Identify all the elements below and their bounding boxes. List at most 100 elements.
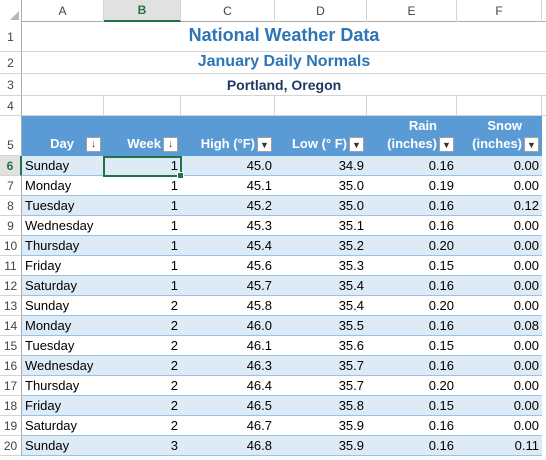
- table-cell[interactable]: 45.1: [246, 178, 272, 193]
- table-cell[interactable]: 0.16: [428, 418, 454, 433]
- table-cell[interactable]: 0.00: [513, 158, 539, 173]
- table-cell[interactable]: 0.19: [428, 178, 454, 193]
- table-cell[interactable]: 35.4: [338, 278, 364, 293]
- table-cell[interactable]: 0.15: [428, 258, 454, 273]
- table-header-cell[interactable]: Snow (inches) ▼: [457, 116, 542, 156]
- table-cell[interactable]: 35.6: [338, 338, 364, 353]
- row-header-13[interactable]: 13: [0, 296, 22, 316]
- column-header-c[interactable]: C: [181, 0, 275, 22]
- table-cell[interactable]: 1: [170, 278, 178, 293]
- table-header-cell[interactable]: Rain (inches) ▼: [367, 116, 457, 156]
- table-cell[interactable]: 45.2: [246, 198, 272, 213]
- table-cell[interactable]: 2: [170, 378, 178, 393]
- table-cell[interactable]: 0.08: [513, 318, 539, 333]
- table-cell[interactable]: 0.00: [513, 418, 539, 433]
- table-cell[interactable]: 46.8: [246, 438, 272, 453]
- row-header-12[interactable]: 12: [0, 276, 22, 296]
- table-cell[interactable]: Sunday: [25, 158, 70, 173]
- table-cell[interactable]: 0.00: [513, 378, 539, 393]
- table-cell[interactable]: 0.15: [428, 338, 454, 353]
- table-cell[interactable]: 0.15: [428, 398, 454, 413]
- table-cell[interactable]: 46.1: [246, 338, 272, 353]
- table-cell[interactable]: 1: [170, 258, 178, 273]
- filter-dropdown-icon[interactable]: ▼: [349, 137, 364, 152]
- column-header-d[interactable]: D: [275, 0, 367, 22]
- table-cell[interactable]: 35.2: [338, 238, 364, 253]
- row-header-17[interactable]: 17: [0, 376, 22, 396]
- table-cell[interactable]: 35.7: [338, 378, 364, 393]
- table-cell[interactable]: 35.9: [338, 418, 364, 433]
- table-cell[interactable]: Monday: [25, 318, 72, 333]
- table-cell[interactable]: 35.0: [338, 178, 364, 193]
- table-cell[interactable]: 2: [170, 298, 178, 313]
- table-cell[interactable]: 45.8: [246, 298, 272, 313]
- table-cell[interactable]: Thursday: [25, 238, 80, 253]
- row-header-11[interactable]: 11: [0, 256, 22, 276]
- table-cell[interactable]: 0.16: [428, 198, 454, 213]
- table-cell[interactable]: 45.6: [246, 258, 272, 273]
- table-cell[interactable]: Wednesday: [25, 218, 94, 233]
- table-cell[interactable]: 3: [170, 438, 178, 453]
- row-header-8[interactable]: 8: [0, 196, 22, 216]
- table-cell[interactable]: Tuesday: [25, 338, 75, 353]
- table-cell[interactable]: 0.00: [513, 338, 539, 353]
- table-header-cell[interactable]: Day ↓: [22, 116, 104, 156]
- filter-dropdown-icon[interactable]: ▼: [257, 137, 272, 152]
- table-cell[interactable]: 0.16: [428, 218, 454, 233]
- column-header-a[interactable]: A: [22, 0, 104, 22]
- row-header-9[interactable]: 9: [0, 216, 22, 236]
- table-cell[interactable]: 1: [170, 178, 178, 193]
- table-cell[interactable]: 0.00: [513, 278, 539, 293]
- row-header-18[interactable]: 18: [0, 396, 22, 416]
- table-cell[interactable]: 0.16: [428, 158, 454, 173]
- row-header-10[interactable]: 10: [0, 236, 22, 256]
- table-header-cell[interactable]: Low (° F) ▼: [275, 116, 367, 156]
- table-cell[interactable]: 0.16: [428, 358, 454, 373]
- table-cell[interactable]: 2: [170, 358, 178, 373]
- table-cell[interactable]: 0.00: [513, 178, 539, 193]
- table-cell[interactable]: 0.20: [428, 238, 454, 253]
- table-cell[interactable]: 45.0: [246, 158, 272, 173]
- table-cell[interactable]: 2: [170, 338, 178, 353]
- row-header-3[interactable]: 3: [0, 74, 22, 96]
- table-cell[interactable]: 1: [170, 218, 178, 233]
- table-cell[interactable]: 0.00: [513, 398, 539, 413]
- column-header-f[interactable]: F: [457, 0, 542, 22]
- table-cell[interactable]: Thursday: [25, 378, 80, 393]
- table-cell[interactable]: 0.16: [428, 318, 454, 333]
- table-cell[interactable]: 0.20: [428, 378, 454, 393]
- table-cell[interactable]: 0.12: [513, 198, 539, 213]
- table-cell[interactable]: 46.3: [246, 358, 272, 373]
- table-cell[interactable]: 46.4: [246, 378, 272, 393]
- table-cell[interactable]: Friday: [25, 398, 62, 413]
- table-cell[interactable]: Monday: [25, 178, 72, 193]
- table-cell[interactable]: 46.7: [246, 418, 272, 433]
- table-cell[interactable]: 1: [170, 198, 178, 213]
- table-cell[interactable]: 46.5: [246, 398, 272, 413]
- table-cell[interactable]: Tuesday: [25, 198, 75, 213]
- table-cell[interactable]: Wednesday: [25, 358, 94, 373]
- table-cell[interactable]: 2: [170, 398, 178, 413]
- table-cell[interactable]: Sunday: [25, 298, 70, 313]
- table-cell[interactable]: 1: [170, 238, 178, 253]
- table-cell[interactable]: 0.00: [513, 218, 539, 233]
- table-cell[interactable]: 2: [170, 418, 178, 433]
- row-header-14[interactable]: 14: [0, 316, 22, 336]
- row-header-2[interactable]: 2: [0, 52, 22, 74]
- table-cell[interactable]: 34.9: [338, 158, 364, 173]
- table-cell[interactable]: 2: [170, 318, 178, 333]
- table-cell[interactable]: 0.16: [428, 438, 454, 453]
- column-header-e[interactable]: E: [367, 0, 457, 22]
- table-cell[interactable]: 35.9: [338, 438, 364, 453]
- table-cell[interactable]: 0.00: [513, 298, 539, 313]
- table-cell[interactable]: 35.7: [338, 358, 364, 373]
- table-cell[interactable]: 35.3: [338, 258, 364, 273]
- table-cell[interactable]: 35.5: [338, 318, 364, 333]
- table-cell[interactable]: Friday: [25, 258, 62, 273]
- row-header-7[interactable]: 7: [0, 176, 22, 196]
- sort-filter-icon[interactable]: ↓: [163, 137, 178, 152]
- row-header-20[interactable]: 20: [0, 436, 22, 456]
- table-cell[interactable]: 46.0: [246, 318, 272, 333]
- table-cell[interactable]: 0.00: [513, 258, 539, 273]
- row-header-19[interactable]: 19: [0, 416, 22, 436]
